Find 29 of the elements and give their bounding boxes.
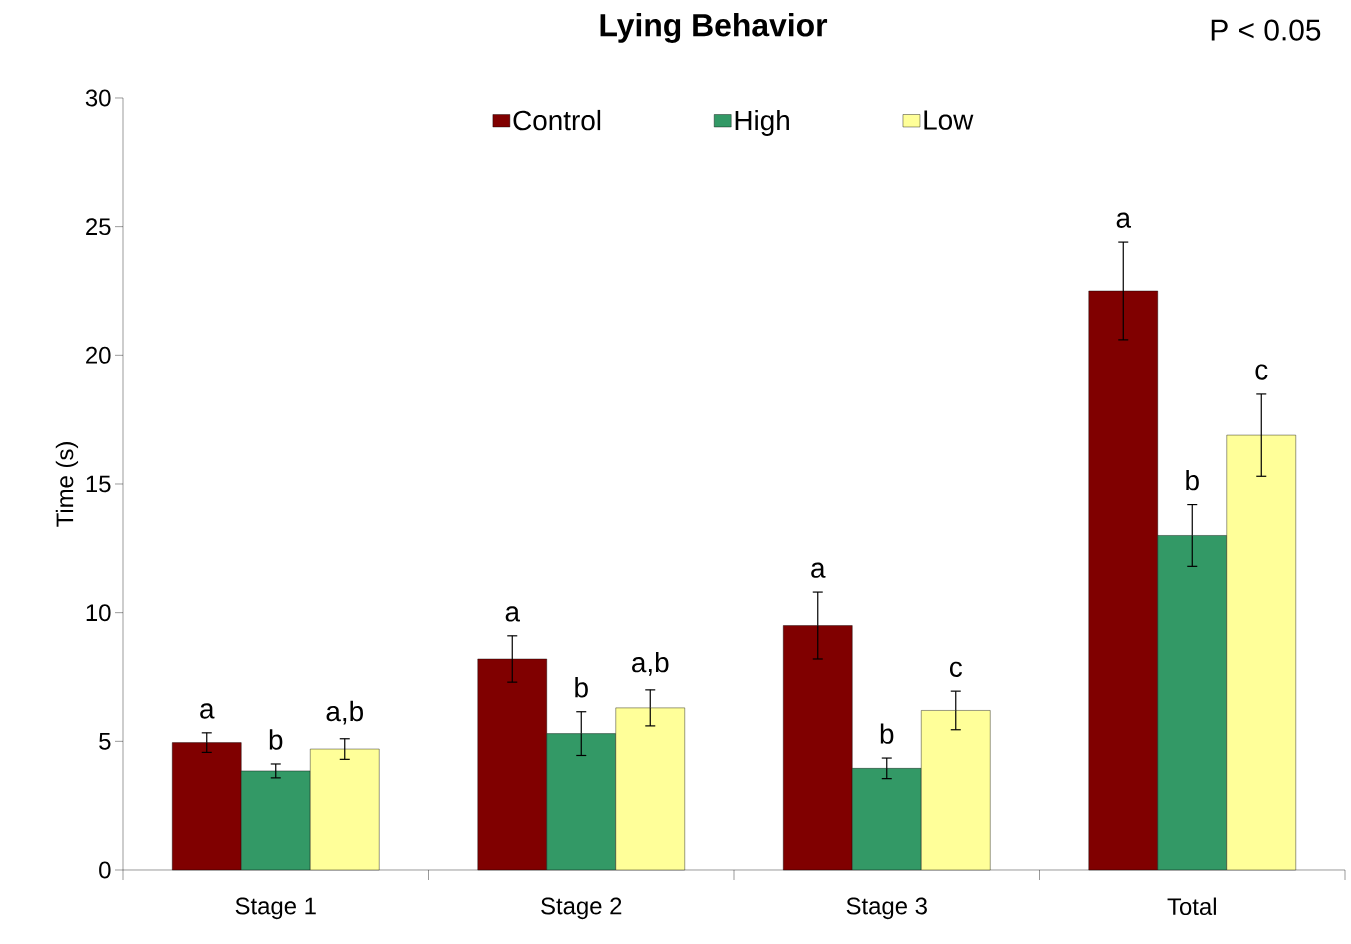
y-tick-label: 5 bbox=[99, 732, 111, 750]
x-tick-label: Stage 1 bbox=[235, 897, 316, 920]
annotation: c bbox=[1255, 364, 1268, 380]
y-tick-label: 20 bbox=[86, 346, 111, 364]
legend-label: High bbox=[735, 109, 789, 136]
y-tick-label: 30 bbox=[85, 89, 111, 107]
annotation: c bbox=[949, 661, 962, 677]
annotation: b bbox=[880, 723, 894, 744]
x-tick-label: Total bbox=[1167, 897, 1216, 916]
x-tick-label: Stage 2 bbox=[541, 897, 622, 920]
y-tick-label: 15 bbox=[86, 475, 111, 493]
y-tick-label: 0 bbox=[99, 861, 111, 879]
y-axis-title: Time (s) bbox=[55, 442, 79, 527]
chart-title: Lying Behavior bbox=[600, 13, 828, 43]
annotation: a bbox=[505, 606, 521, 622]
annotation: a bbox=[1116, 212, 1132, 228]
y-tick-label: 10 bbox=[86, 604, 111, 622]
legend-label: Control bbox=[513, 109, 601, 131]
annotation: a,b bbox=[632, 651, 669, 676]
annotation: b bbox=[269, 729, 283, 750]
y-tick-label: 25 bbox=[86, 218, 111, 236]
annotation: a bbox=[811, 562, 826, 578]
x-tick-label: Stage 3 bbox=[846, 897, 927, 920]
legend-label: Low bbox=[924, 110, 974, 130]
annotation: b bbox=[575, 677, 588, 698]
annotation: a,b bbox=[326, 700, 363, 725]
text: P < 0.05 bbox=[1211, 19, 1321, 41]
annotation: b bbox=[1186, 469, 1199, 491]
annotation: a bbox=[200, 703, 215, 719]
